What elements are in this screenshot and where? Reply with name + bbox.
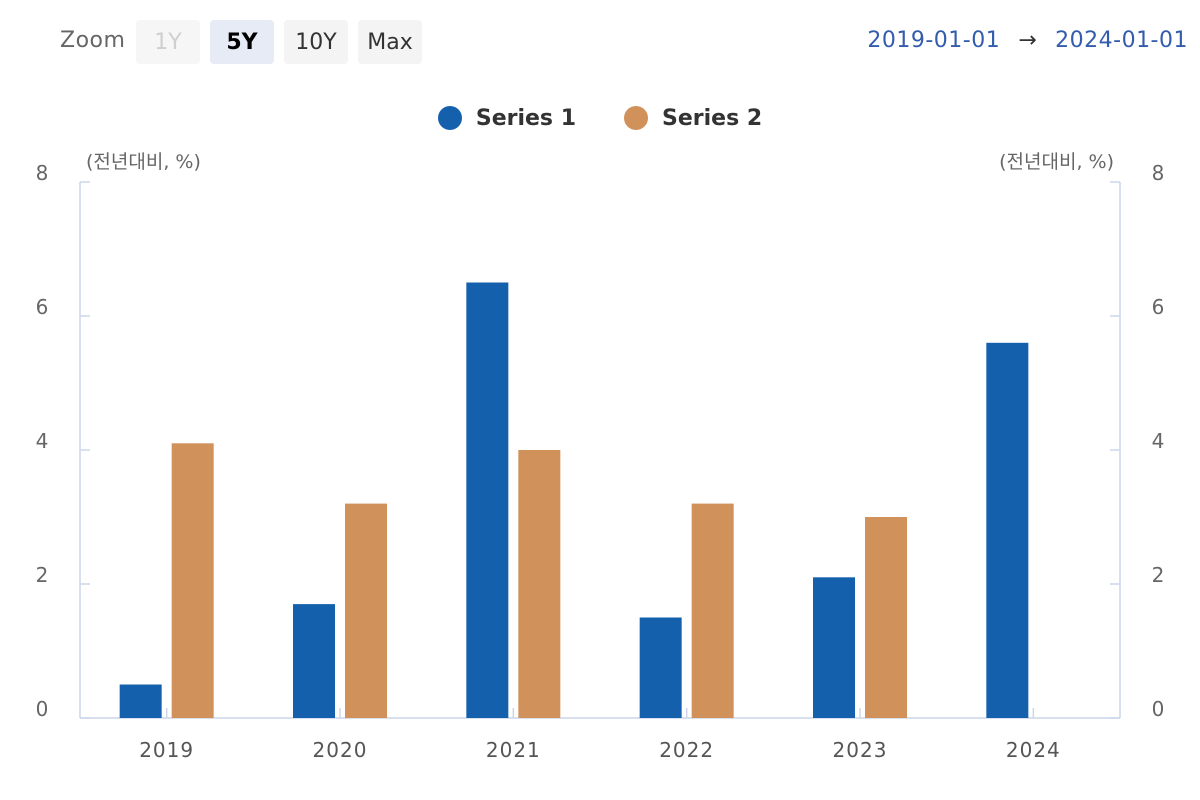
series-1-swatch-icon <box>437 106 462 130</box>
bars-layer <box>119 282 1029 719</box>
legend-label-series-1: Series 1 <box>475 105 576 131</box>
y-tick-label-left: 2 <box>36 563 49 587</box>
x-category-label-2021: 2021 <box>486 738 541 762</box>
y-tick-label-left: 4 <box>36 429 49 453</box>
bar-series-2-2019[interactable] <box>171 443 214 718</box>
range-end-date[interactable]: 2024-01-01 <box>1055 28 1188 53</box>
x-category-label-2024: 2024 <box>1006 738 1061 762</box>
x-category-label-2020: 2020 <box>313 738 368 762</box>
bar-series-2-2020[interactable] <box>345 503 387 718</box>
bar-series-1-2022[interactable] <box>639 617 682 719</box>
y-axis-title-left: (전년대비, %) <box>86 151 201 173</box>
x-category-label-2023: 2023 <box>833 738 888 762</box>
zoom-label: Zoom <box>60 28 126 53</box>
legend-item-series-2[interactable]: Series 2 <box>624 106 762 131</box>
zoom-max-button[interactable]: Max <box>358 20 422 64</box>
axes-layer <box>79 181 1121 719</box>
zoom-5y-button[interactable]: 5Y <box>210 20 274 64</box>
bar-series-1-2020[interactable] <box>293 604 335 718</box>
range-start-date[interactable]: 2019-01-01 <box>867 28 1001 53</box>
y-tick-label-left: 0 <box>36 697 49 721</box>
bar-series-2-2021[interactable] <box>518 450 561 718</box>
date-range: 2019-01-01 → 2024-01-01 <box>867 28 1188 53</box>
zoom-10y-button[interactable]: 10Y <box>284 20 348 64</box>
x-category-label-2022: 2022 <box>659 738 714 762</box>
y-axis-title-right: (전년대비, %) <box>999 151 1114 173</box>
series-2-swatch-icon <box>624 106 648 130</box>
legend-label-series-2: Series 2 <box>662 105 763 131</box>
bar-series-1-2023[interactable] <box>813 577 855 718</box>
y-tick-label-left: 8 <box>36 161 49 185</box>
labels-layer: 0 0 2 2 4 4 6 6 8 8 (전년대비, %) (전년대비, %) 2019 2020 2021… <box>36 151 1165 762</box>
y-tick-label-right: 8 <box>1152 161 1165 185</box>
legend-item-series-1[interactable]: Series 1 <box>437 105 576 131</box>
x-category-label-2019: 2019 <box>139 738 194 762</box>
chart-legend: Series 1 Series 2 <box>0 100 1200 136</box>
bar-series-1-2021[interactable] <box>466 282 509 719</box>
y-tick-label-right: 2 <box>1152 563 1165 587</box>
range-arrow-icon: → <box>1018 28 1038 53</box>
zoom-1y-button[interactable]: 1Y <box>136 20 200 64</box>
bar-series-2-2023[interactable] <box>865 517 907 718</box>
y-tick-label-left: 6 <box>36 295 49 319</box>
zoom-toolbar: Zoom 1Y 5Y 10Y Max 2019-01-01 → 2024-01-01 <box>0 0 1200 84</box>
y-tick-label-right: 6 <box>1152 295 1165 319</box>
y-tick-label-right: 4 <box>1152 429 1165 453</box>
bar-series-1-2024[interactable] <box>986 342 1029 718</box>
bar-series-2-2022[interactable] <box>691 503 734 718</box>
y-tick-label-right: 0 <box>1152 697 1165 721</box>
bar-series-1-2019[interactable] <box>119 684 162 719</box>
